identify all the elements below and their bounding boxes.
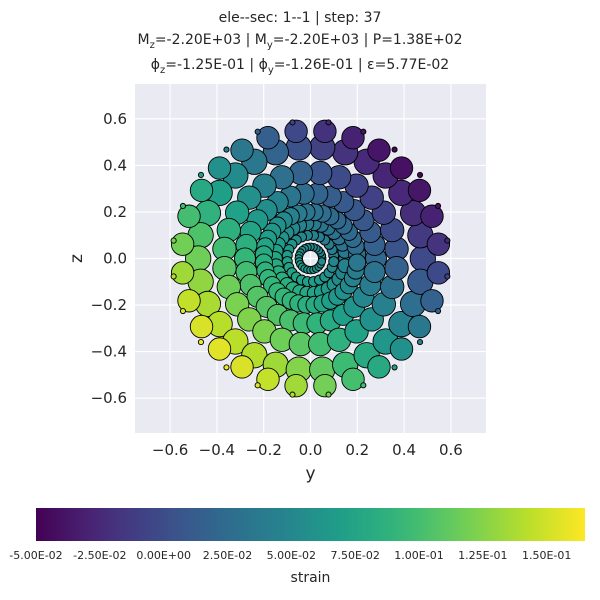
rebar-point [223, 146, 230, 153]
fiber-point [367, 355, 391, 379]
rebar-point [360, 382, 367, 389]
y-tick-label: 0.4 [103, 156, 127, 174]
fiber-point [420, 289, 444, 313]
chart-title-line2: Mz=-2.20E+03 | My=-2.20E+03 | P=1.38E+02 [137, 32, 463, 51]
x-axis-label: y [305, 464, 315, 484]
fiber-point [284, 119, 308, 144]
rebar-point [391, 364, 398, 371]
colorbar-tick-label: 1.50E-01 [522, 549, 571, 562]
y-tick-label: −0.6 [91, 389, 127, 407]
x-tick-label: 0.0 [299, 441, 323, 459]
y-axis-label: z [67, 254, 87, 263]
rebar-point [197, 171, 205, 178]
y-tick-label: −0.2 [91, 296, 127, 314]
fiber-point [256, 367, 280, 391]
rebar-point [170, 273, 177, 280]
rebar-point [289, 119, 296, 126]
fiber-point [426, 261, 451, 285]
colorbar-label: strain [291, 570, 331, 586]
colorbar-tick-label: 5.00E-02 [267, 549, 316, 562]
fiber-point [284, 373, 308, 398]
fiber-point [363, 261, 386, 284]
fiber-point [341, 126, 365, 150]
colorbar-tick-label: -5.00E-02 [9, 549, 62, 562]
y-tick-label: 0.6 [103, 110, 127, 128]
chart-title-line3: ϕz=-1.25E-01 | ϕy=-1.26E-01 | ε=5.77E-02 [150, 57, 450, 76]
colorbar-tick-label: 1.25E-01 [458, 549, 507, 562]
fiber-point [328, 256, 340, 267]
rebar-point [254, 382, 261, 389]
rebar-point [223, 364, 230, 371]
x-tick-label: −0.4 [199, 441, 235, 459]
colorbar-tick-label: 2.50E-02 [203, 549, 252, 562]
rebar-point [360, 128, 367, 135]
rebar-point [435, 202, 442, 210]
x-tick-label: 0.4 [392, 441, 416, 459]
fiber-point [348, 253, 367, 272]
fiber-point [389, 156, 414, 180]
fiber-point [177, 289, 201, 313]
fiber-point [189, 178, 214, 203]
fiber-point [367, 138, 391, 162]
rebar-point [444, 273, 451, 280]
colorbar-tick-label: 1.00E-01 [394, 549, 443, 562]
fiber-point [317, 257, 327, 266]
rebar-point [170, 237, 177, 244]
y-tick-label: 0.0 [103, 250, 127, 268]
rebar-point [179, 307, 186, 315]
rebar-point [391, 146, 398, 153]
rebar-point [444, 237, 451, 244]
y-tick-label: 0.2 [103, 203, 127, 221]
x-tick-label: 0.6 [439, 441, 463, 459]
fiber-point [230, 138, 254, 162]
fiber-point [230, 355, 254, 379]
fiber-point [341, 367, 365, 391]
fiber-point [420, 204, 444, 228]
fiber-point [313, 373, 337, 398]
colorbar-tick-label: 0.00E+00 [136, 549, 191, 562]
rebar-point [197, 339, 205, 346]
colorbar-tick-label: 7.50E-02 [330, 549, 379, 562]
fiber-point [407, 314, 432, 339]
fiber-point [384, 255, 409, 281]
fiber-point [256, 126, 280, 150]
x-tick-label: −0.2 [245, 441, 281, 459]
rebar-point [325, 119, 332, 126]
x-tick-label: −0.6 [152, 441, 188, 459]
chart-title-line1: ele--sec: 1--1 | step: 37 [218, 10, 382, 26]
colorbar-tick-label: -2.50E-02 [73, 549, 126, 562]
colorbar [36, 508, 585, 541]
fiber-point [207, 156, 232, 180]
x-tick-label: 0.2 [345, 441, 369, 459]
fiber-point [170, 232, 195, 256]
rebar-point [179, 202, 186, 210]
rebar-point [435, 307, 442, 315]
fiber-point [170, 261, 195, 285]
fiber-point [389, 337, 414, 361]
fiber-point [407, 178, 432, 203]
rebar-point [325, 391, 332, 398]
rebar-point [416, 339, 424, 346]
fiber-point [207, 337, 232, 361]
rebar-point [254, 128, 261, 135]
fiber-point [426, 232, 451, 256]
y-tick-label: −0.4 [91, 343, 127, 361]
rebar-point [289, 391, 296, 398]
fiber-point [177, 204, 201, 228]
fiber-point [189, 314, 214, 339]
rebar-point [416, 171, 424, 178]
fiber-point [313, 119, 337, 144]
